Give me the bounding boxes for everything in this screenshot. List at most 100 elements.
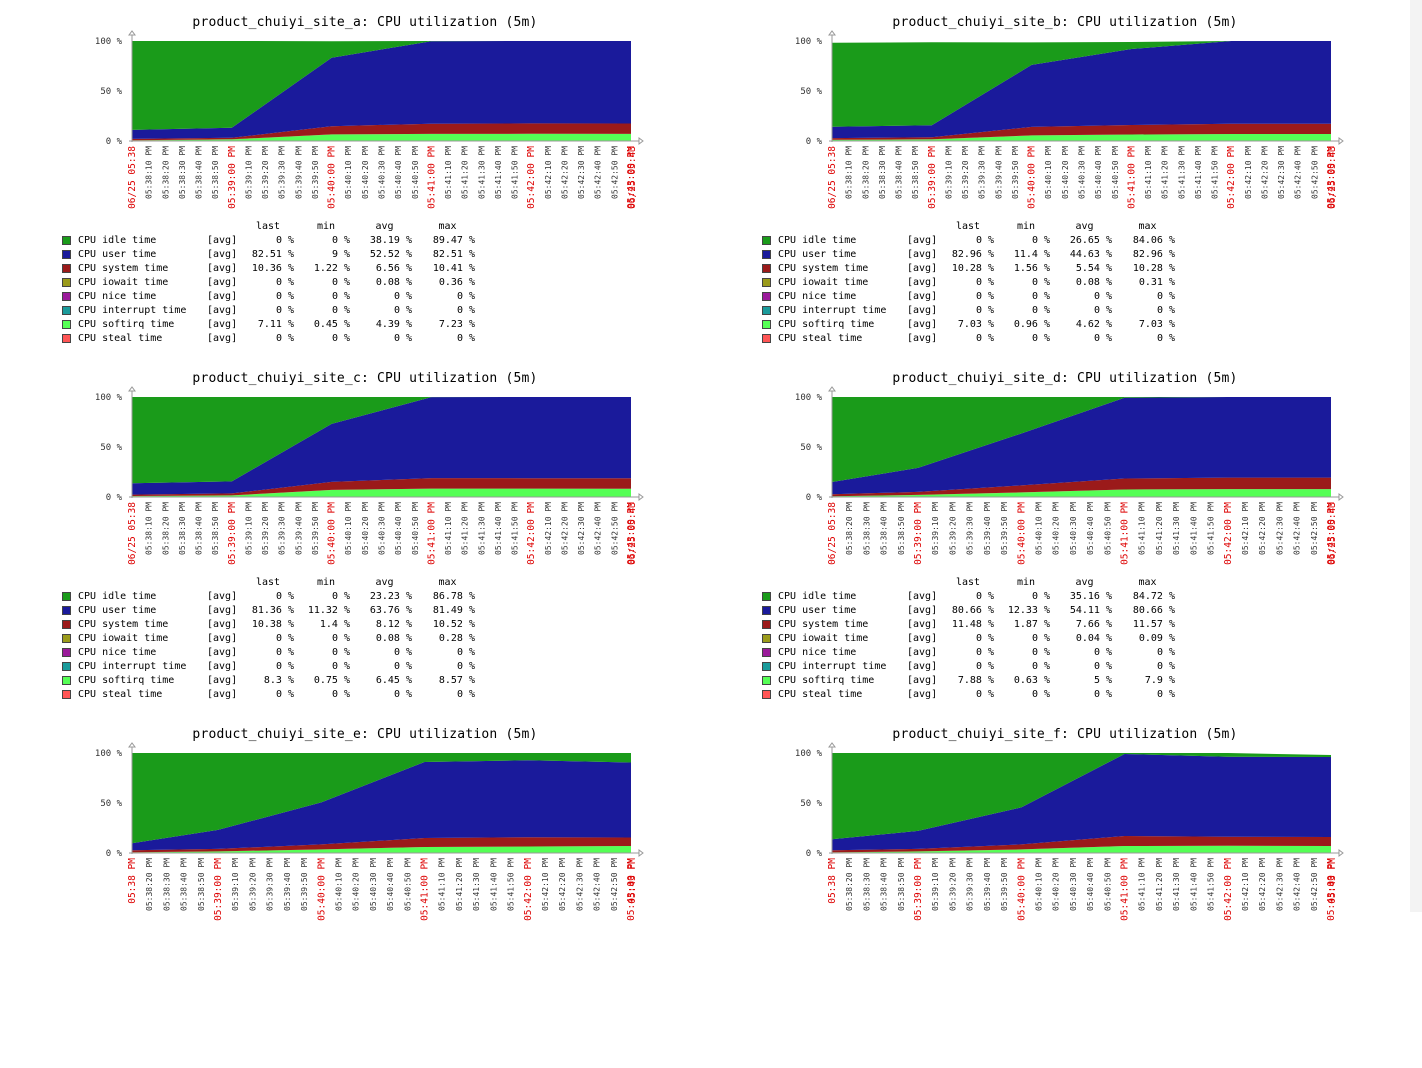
x-tick-label: 05:39:50 PM [1011, 146, 1020, 199]
x-tick-label: 05:38:30 PM [178, 502, 187, 555]
x-tick-label: 05:40:20 PM [352, 858, 361, 911]
x-tick-label: 05:40:10 PM [344, 146, 353, 199]
x-tick-label: 05:39:40 PM [283, 858, 292, 911]
legend-last: 0 % [275, 291, 294, 302]
legend-min: 0 % [331, 235, 350, 246]
legend-function: [avg] [207, 333, 238, 344]
legend-avg: 63.76 % [369, 605, 412, 616]
legend-function: [avg] [207, 605, 238, 616]
y-tick-label: 100 % [95, 37, 123, 47]
legend-avg: 0 % [1093, 647, 1112, 658]
chart-title: product_chuiyi_site_b: CPU utilization (… [892, 15, 1238, 30]
area-iowait [132, 133, 631, 141]
legend-swatch [62, 264, 71, 273]
x-tick-label: 05:38:20 PM [145, 858, 154, 911]
x-tick-label: 05:38 PM [127, 858, 138, 904]
legend-min: 9 % [331, 249, 350, 260]
y-tick-label: 100 % [795, 749, 823, 759]
y-tick-label: 50 % [100, 87, 122, 97]
x-tick-label: 05:40:00 PM [1016, 502, 1027, 565]
vertical-scrollbar[interactable] [1410, 0, 1422, 912]
y-tick-label: 0 % [106, 137, 123, 147]
x-axis-arrow [638, 849, 644, 857]
x-tick-label: 05:41:10 PM [1138, 502, 1147, 555]
area-iowait [132, 846, 631, 853]
legend-name: CPU idle time [778, 591, 857, 602]
x-tick-label: 05:43:00 PM [626, 146, 637, 209]
x-tick-label: 05:38:10 PM [145, 146, 154, 199]
legend-col-max: max [1138, 577, 1157, 588]
y-tick-label: 0 % [806, 849, 823, 859]
legend-last: 0 % [275, 647, 294, 658]
x-tick-label: 05:38:40 PM [195, 502, 204, 555]
x-tick-label: 05:42:40 PM [594, 502, 603, 555]
legend-swatch [762, 278, 771, 287]
graph-panel: product_chuiyi_site_c: CPU utilization (… [0, 356, 700, 712]
legend-swatch [762, 648, 771, 657]
legend-avg: 0.08 % [375, 277, 412, 288]
legend-last: 7.11 % [257, 319, 294, 330]
legend-function: [avg] [907, 263, 938, 274]
legend-max: 89.47 % [432, 235, 475, 246]
x-tick-label: 05:41:40 PM [1189, 858, 1198, 911]
area-idle [832, 753, 1331, 840]
x-tick-label: 05:40:20 PM [361, 146, 370, 199]
area-iowait [832, 134, 1331, 140]
legend-function: [avg] [207, 291, 238, 302]
x-tick-label: 05:42:30 PM [1275, 502, 1284, 555]
area-idle [132, 41, 631, 130]
x-tick-label: 05:42:20 PM [1258, 858, 1267, 911]
legend-swatch [762, 250, 771, 259]
legend-swatch [762, 634, 771, 643]
legend-last: 0 % [975, 647, 994, 658]
x-tick-label: 05:41:00 PM [426, 146, 437, 209]
legend-min: 0 % [331, 633, 350, 644]
legend-function: [avg] [907, 647, 938, 658]
x-tick-label: 05:42:50 PM [610, 146, 619, 199]
x-tick-label: 05:39:50 PM [311, 502, 320, 555]
legend-name: CPU system time [778, 263, 869, 274]
legend-col-last: last [255, 577, 281, 588]
x-tick-label: 05:42:00 PM [1226, 146, 1237, 209]
legend-swatch [62, 320, 71, 329]
legend-name: CPU nice time [78, 291, 157, 302]
legend-name: CPU idle time [78, 591, 157, 602]
x-tick-label: 05:42:00 PM [1223, 502, 1234, 565]
legend-col-min: min [1016, 577, 1036, 588]
x-tick-label: 05:42:30 PM [577, 146, 586, 199]
legend-function: [avg] [207, 249, 238, 260]
legend-name: CPU user time [78, 249, 157, 260]
x-tick-label: 05:42:50 PM [1310, 858, 1319, 911]
x-tick-label: 05:41:10 PM [1138, 858, 1147, 911]
x-tick-label: 05:38:10 PM [845, 146, 854, 199]
legend-function: [avg] [207, 689, 238, 700]
x-tick-label: 05:41:30 PM [477, 146, 486, 199]
legend-avg: 0.04 % [1075, 633, 1112, 644]
legend-min: 0.75 % [313, 675, 350, 686]
x-tick-label: 05:40:50 PM [411, 146, 420, 199]
chart-plot: 0 % 50 % 100 % 05:38 PM 05:38:20 PM 05:38:30 … [95, 742, 644, 921]
legend-col-max: max [438, 577, 457, 588]
x-tick-label: 05:40:30 PM [369, 858, 378, 911]
x-tick-label: 05:41:10 PM [444, 146, 453, 199]
legend-avg: 23.23 % [369, 591, 412, 602]
area-softirq [132, 133, 631, 141]
legend-swatch [62, 292, 71, 301]
x-tick-label: 05:38:50 PM [897, 502, 906, 555]
legend-max: 7.23 % [438, 319, 475, 330]
legend-min: 0 % [1031, 291, 1050, 302]
x-tick-label: 05:41:00 PM [1120, 502, 1131, 565]
x-tick-label: 05:42:10 PM [544, 146, 553, 199]
area-user [832, 754, 1331, 851]
x-tick-label: 05:42:00 PM [526, 146, 537, 209]
area-idle [132, 397, 631, 484]
graph-panel: product_chuiyi_site_d: CPU utilization (… [700, 356, 1400, 712]
area-system [132, 478, 631, 496]
legend-last: 0 % [275, 333, 294, 344]
legend-avg: 4.39 % [375, 319, 412, 330]
legend-name: CPU softirq time [778, 319, 875, 330]
legend-col-avg: avg [375, 221, 394, 232]
legend-name: CPU steal time [78, 689, 163, 700]
x-tick-label: 05:41:20 PM [1155, 502, 1164, 555]
x-tick-label: 05:39:20 PM [961, 146, 970, 199]
